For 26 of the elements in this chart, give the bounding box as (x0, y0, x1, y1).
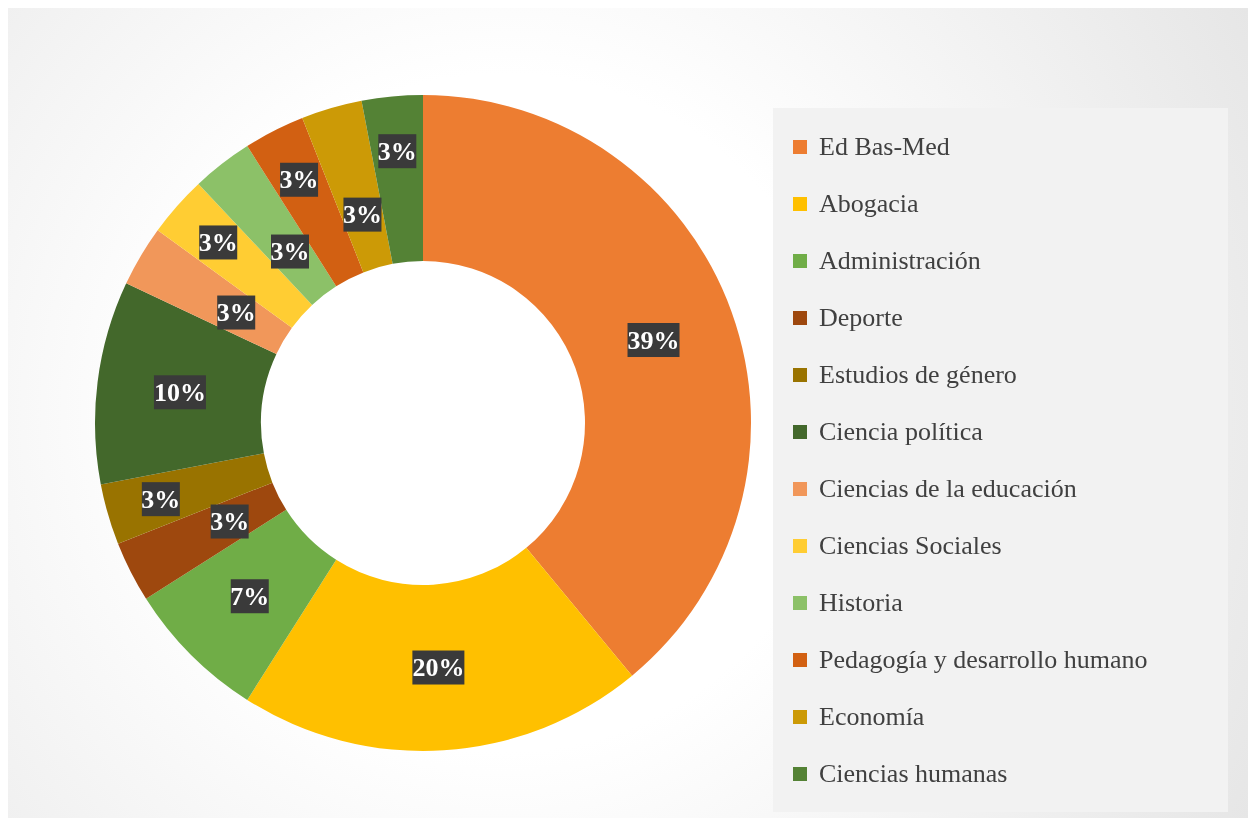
legend-label: Ed Bas-Med (819, 131, 950, 162)
data-label: 3% (342, 200, 382, 230)
data-label: 7% (230, 581, 270, 611)
data-label: 3% (216, 298, 256, 328)
data-label: 3% (270, 237, 310, 267)
data-label: 39% (627, 325, 680, 355)
data-label: 20% (412, 653, 465, 683)
data-label: 3% (279, 165, 319, 195)
data-label: 3% (141, 484, 181, 514)
legend-label: Economía (819, 701, 925, 732)
legend-label: Ciencias humanas (819, 758, 1008, 789)
donut-slice (146, 509, 337, 700)
legend-label: Ciencias de la educación (819, 473, 1077, 504)
legend-label: Estudios de género (819, 359, 1017, 390)
donut-slice (95, 283, 277, 485)
data-label: 3% (210, 507, 250, 537)
data-label: 3% (377, 136, 417, 166)
legend-label: Ciencias Sociales (819, 530, 1002, 561)
legend-label: Deporte (819, 302, 903, 333)
legend-label: Administración (819, 245, 981, 276)
legend-label: Ciencia política (819, 416, 983, 447)
data-label: 3% (198, 227, 238, 257)
data-label: 10% (153, 377, 206, 407)
legend-label: Pedagogía y desarrollo humano (819, 644, 1148, 675)
legend-label: Abogacia (819, 188, 919, 219)
legend-label: Historia (819, 587, 903, 618)
